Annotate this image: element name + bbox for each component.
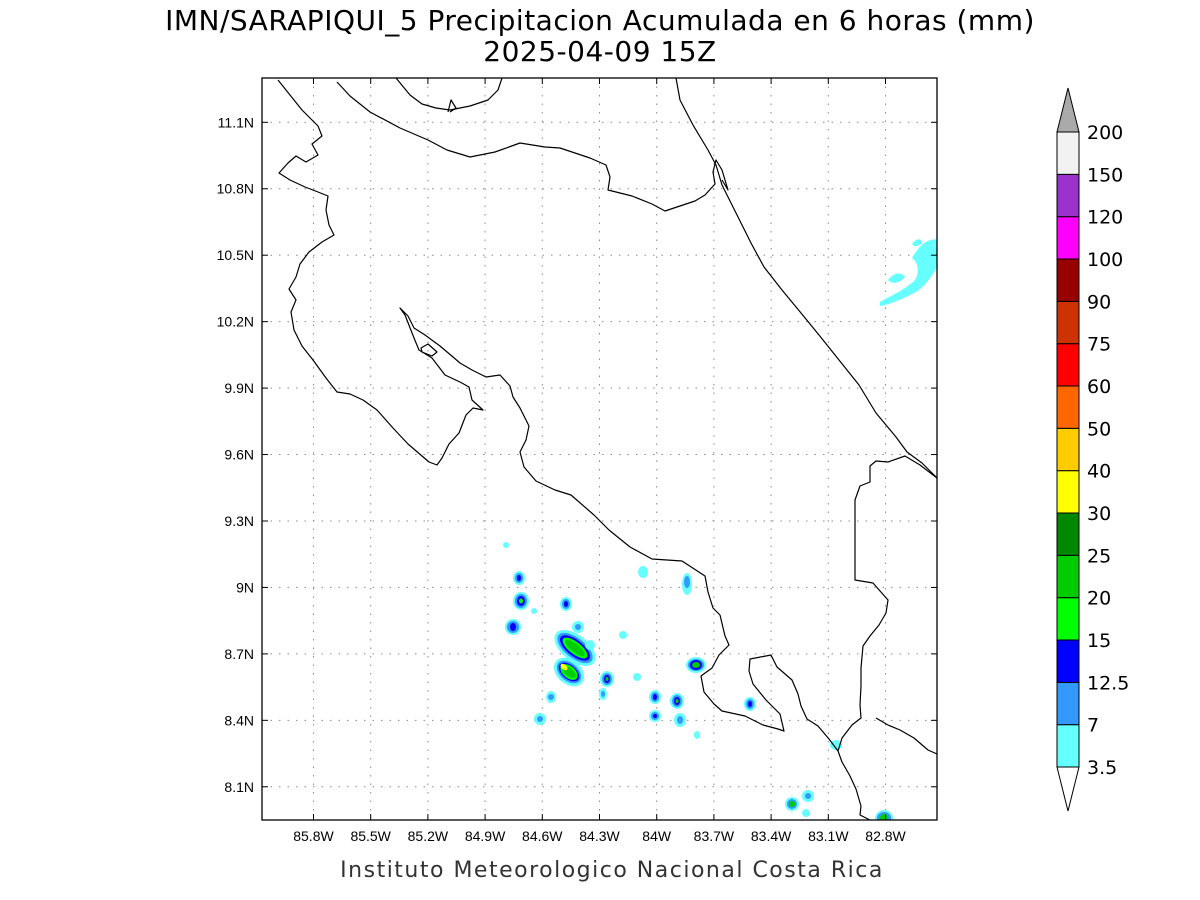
- colorbar-swatch: [1056, 470, 1080, 514]
- colorbar-lower-cap: [1056, 766, 1080, 812]
- colorbar-swatch: [1056, 131, 1080, 175]
- colorbar-swatch: [1056, 216, 1080, 260]
- coast-nicaragua-lake: [395, 78, 503, 111]
- lat-tick-label: 10.5N: [217, 247, 254, 263]
- colorbar-swatch: [1056, 597, 1080, 641]
- lat-tick-label: 9.6N: [224, 447, 254, 463]
- lon-tick-label: 82.8W: [865, 828, 906, 844]
- footer-credit: Instituto Meteorologico Nacional Costa R…: [340, 858, 884, 883]
- lat-tick-label: 11.1N: [218, 114, 254, 130]
- lon-tick-label: 83.1W: [808, 828, 849, 844]
- colorbar-swatch: [1056, 554, 1080, 599]
- lon-tick-label: 84W: [642, 828, 672, 844]
- precipitation-field: [503, 239, 937, 820]
- colorbar-label: 50: [1087, 418, 1111, 440]
- colorbar-swatch: [1056, 258, 1080, 302]
- colorbar-label: 100: [1087, 249, 1123, 271]
- lon-tick-label: 83.7W: [694, 828, 735, 844]
- coast-gulf-nicoya-island: [420, 343, 438, 357]
- colorbar-label: 25: [1087, 545, 1111, 567]
- lon-tick-label: 85.8W: [293, 828, 334, 844]
- longitude-labels: 85.8W 85.5W 85.2W 84.9W 84.6W 84.3W 84W 83.7W 83…: [293, 78, 907, 844]
- colorbar-swatch: [1056, 639, 1080, 683]
- precip-area: [880, 239, 937, 306]
- colorbar-label: 7: [1087, 715, 1099, 737]
- precip-cells: [503, 542, 893, 820]
- map-subtitle: 2025-04-09 15Z: [483, 35, 716, 68]
- lon-tick-label: 84.3W: [579, 828, 620, 844]
- lon-tick-label: 84.6W: [522, 828, 563, 844]
- colorbar-label: 120: [1087, 207, 1123, 229]
- colorbar-label: 40: [1087, 461, 1111, 483]
- colorbar-label: 60: [1087, 376, 1111, 398]
- colorbar-swatch: [1056, 681, 1080, 726]
- lon-tick-label: 83.4W: [751, 828, 792, 844]
- lat-tick-label: 8.4N: [224, 712, 254, 728]
- colorbar-label: 30: [1087, 503, 1111, 525]
- colorbar-label: 20: [1087, 588, 1111, 610]
- lon-tick-label: 85.5W: [350, 828, 391, 844]
- lat-tick-label: 10.8N: [217, 181, 254, 197]
- border-nicaragua: [336, 81, 729, 212]
- colorbar-swatch: [1056, 512, 1080, 556]
- coastline-north: [277, 79, 867, 819]
- lon-tick-label: 84.9W: [465, 828, 506, 844]
- colorbar-label: 12.5: [1087, 672, 1129, 694]
- lat-tick-label: 9.3N: [224, 513, 254, 529]
- lat-tick-label: 8.7N: [224, 646, 254, 662]
- colorbar: 3.5 7 12.5 15 20 25 30 40 50 60 75 90 100 120 150 200: [1056, 87, 1129, 812]
- map-title: IMN/SARAPIQUI_5 Precipitacion Acumulada …: [165, 4, 1035, 37]
- colorbar-label: 3.5: [1087, 757, 1117, 779]
- colorbar-label: 200: [1087, 122, 1123, 144]
- colorbar-label: 75: [1087, 334, 1111, 356]
- lat-tick-label: 9.9N: [224, 380, 254, 396]
- lon-tick-label: 85.2W: [408, 828, 449, 844]
- precip-area: [888, 273, 905, 283]
- colorbar-label: 150: [1087, 164, 1123, 186]
- graticule: [262, 78, 937, 820]
- coastlines: [277, 78, 937, 820]
- lat-tick-label: 8.1N: [224, 779, 254, 795]
- colorbar-swatch: [1056, 724, 1080, 768]
- colorbar-swatch: [1056, 173, 1080, 218]
- lat-tick-label: 10.2N: [217, 314, 254, 330]
- coastline-caribbean: [675, 78, 937, 479]
- colorbar-label: 90: [1087, 291, 1111, 313]
- colorbar-swatch: [1056, 343, 1080, 387]
- colorbar-swatch: [1056, 300, 1080, 345]
- colorbar-swatch: [1056, 427, 1080, 472]
- colorbar-swatch: [1056, 385, 1080, 429]
- precip-cluster-main: [553, 630, 596, 687]
- colorbar-label: 15: [1087, 630, 1111, 652]
- latitude-labels: 11.1N 10.8N 10.5N 10.2N 9.9N 9.6N 9.3N 9N 8.7N 8.…: [217, 114, 937, 795]
- coastline-panama: [865, 717, 937, 820]
- border-panama: [837, 455, 937, 752]
- colorbar-upper-cap: [1056, 87, 1080, 133]
- precip-area: [912, 239, 922, 247]
- lat-tick-label: 9N: [236, 579, 254, 595]
